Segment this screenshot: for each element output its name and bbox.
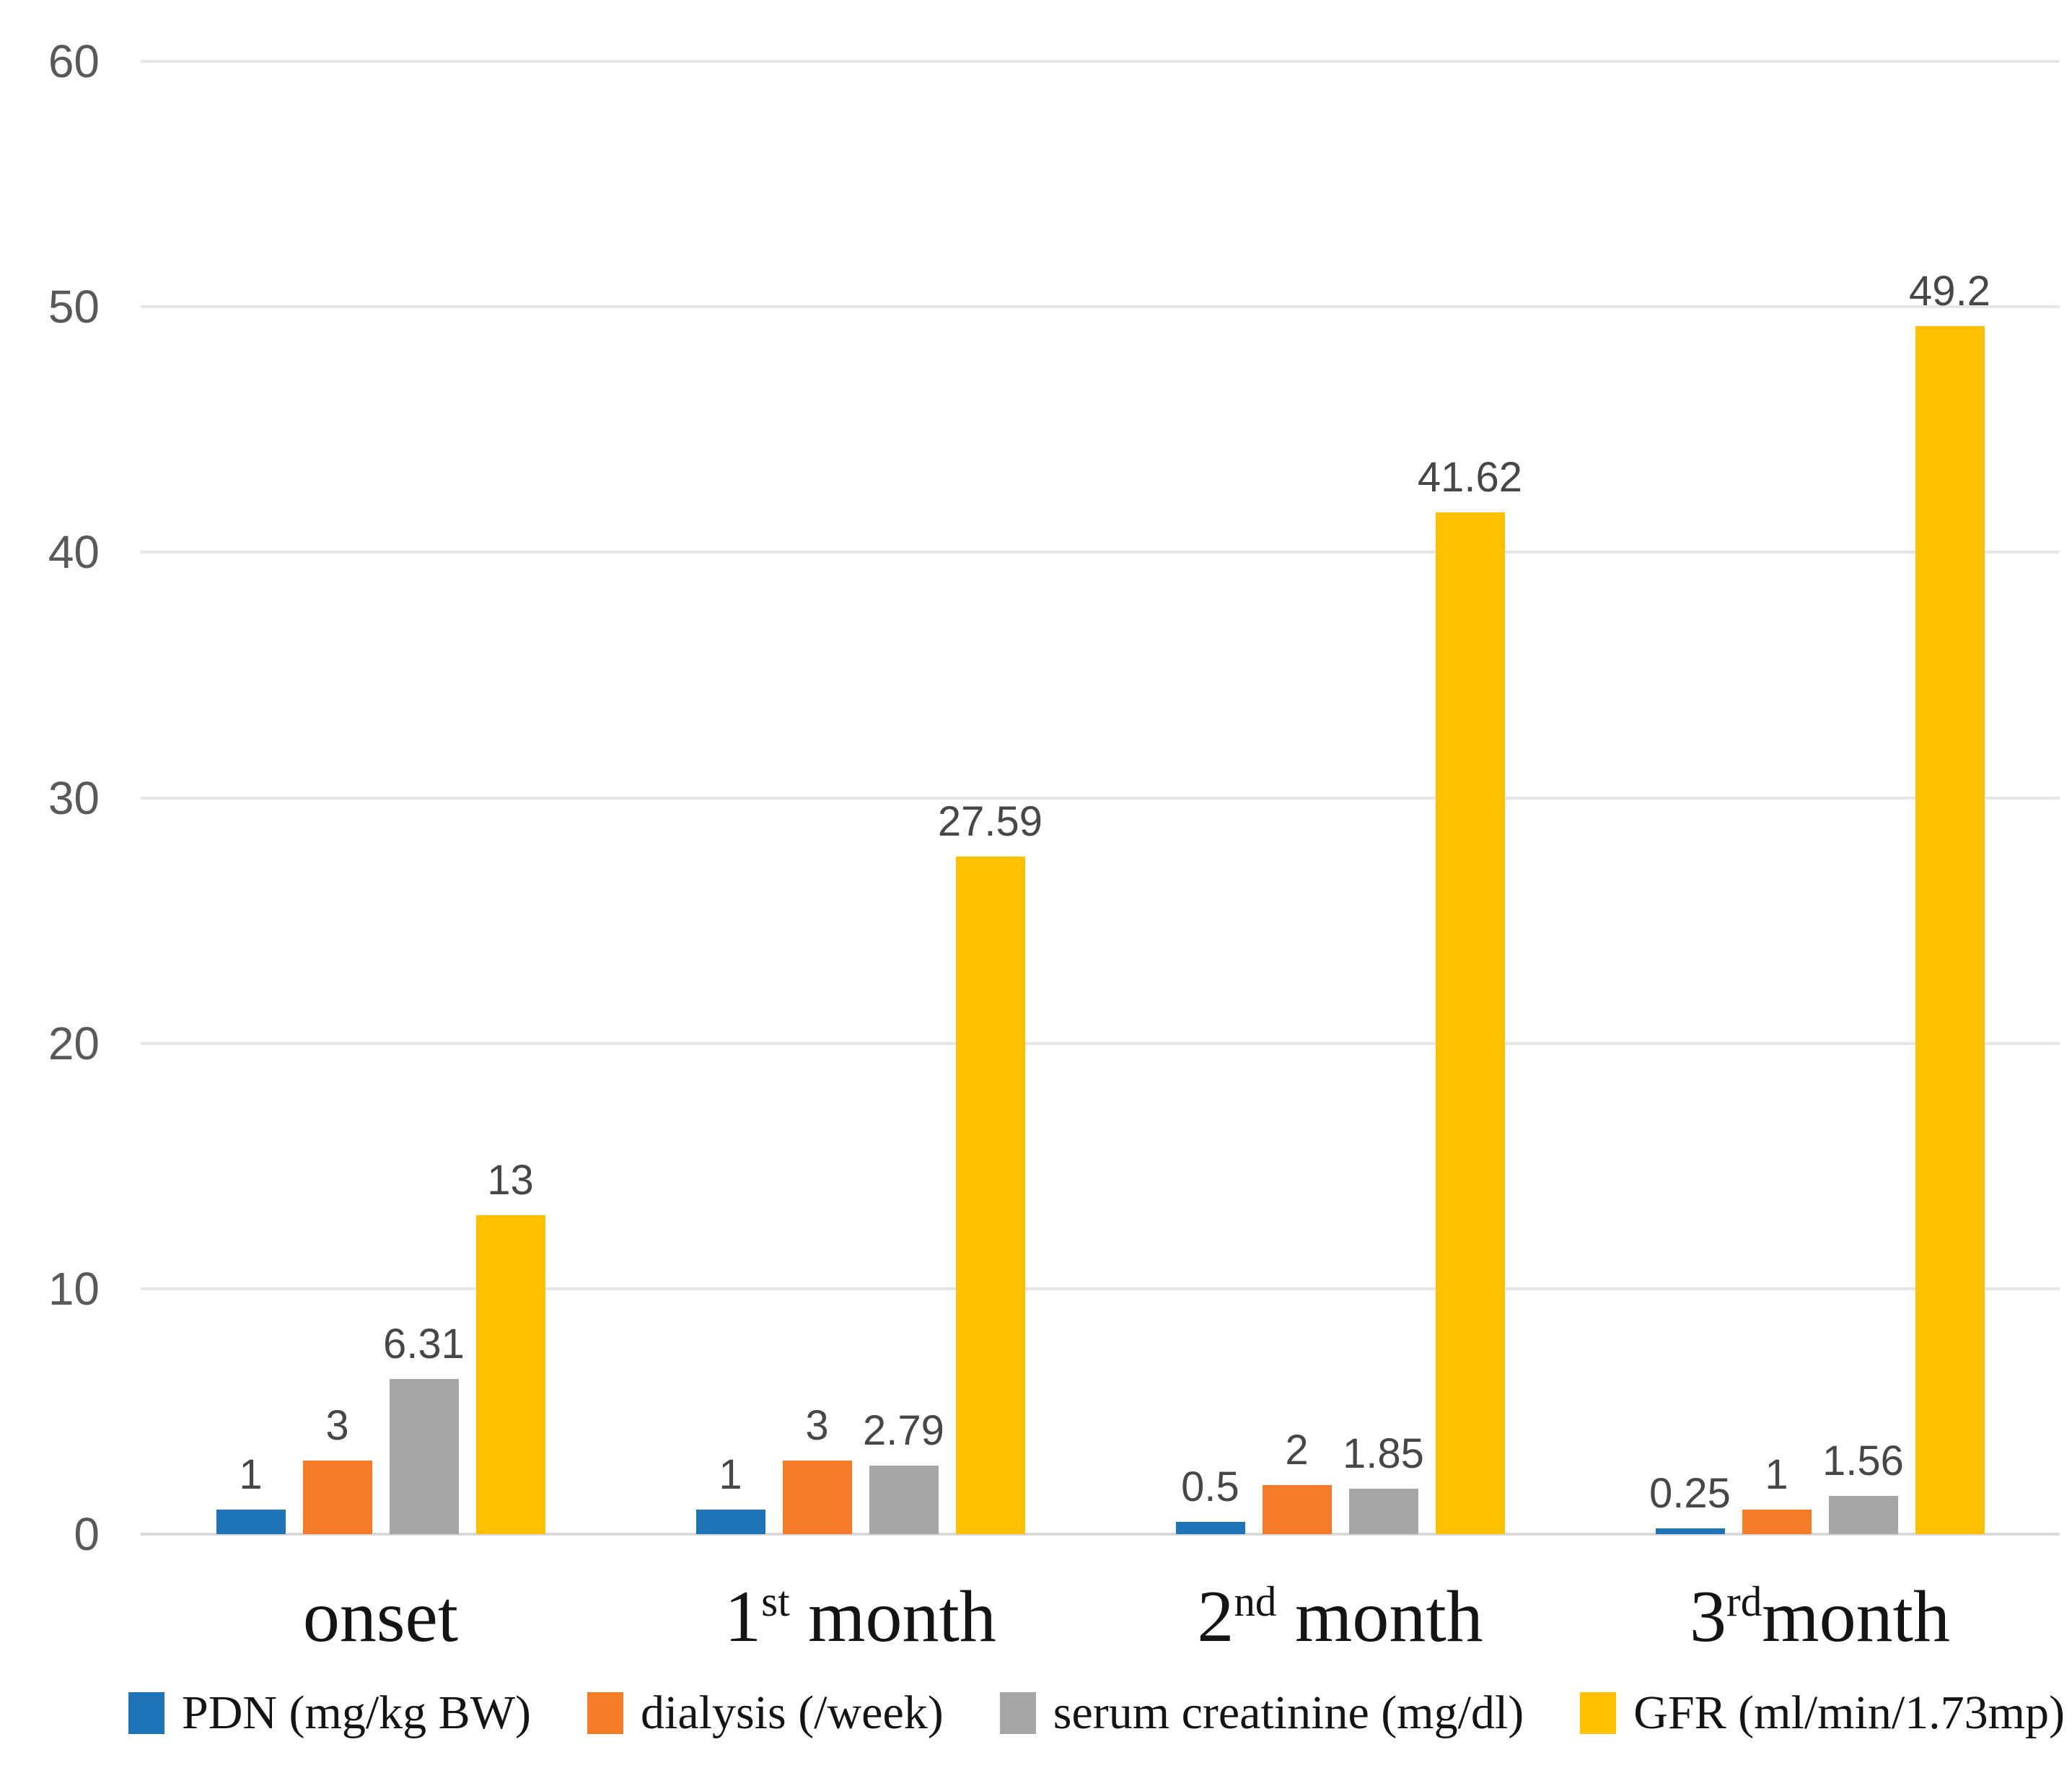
gridline-50 [141, 305, 2060, 309]
bar-value-label: 13 [487, 1156, 534, 1204]
bar-slot: 2 [1262, 61, 1332, 1534]
bar-slot: 2.79 [863, 61, 944, 1534]
category-label-4: 3rdmonth [1580, 1577, 2060, 1658]
bar [216, 1509, 286, 1534]
bar [782, 1460, 852, 1534]
bar-group-3: 0.5 2 1.85 41.62 [1100, 61, 1580, 1534]
bar [1435, 512, 1505, 1534]
category-label-rest: month [1276, 1576, 1483, 1658]
legend-label: GFR (ml/min/1.73mp) [1633, 1686, 2065, 1739]
bar-slot: 1.85 [1343, 61, 1424, 1534]
bar-value-label: 1 [719, 1450, 742, 1498]
bar-slot: 49.2 [1909, 61, 1990, 1534]
bar-slot: 27.59 [938, 61, 1042, 1534]
legend-item: PDN (mg/kg BW) [128, 1687, 531, 1739]
bar-group-2: 1 3 2.79 27.59 [620, 61, 1100, 1534]
bar [1262, 1484, 1332, 1534]
bar-slot: 6.31 [383, 61, 465, 1534]
category-label-base: 2 [1197, 1576, 1234, 1658]
category-label-base: 1 [724, 1576, 762, 1658]
bar-slot: 1.56 [1822, 61, 1904, 1534]
legend: PDN (mg/kg BW) dialysis (/week) serum crea… [128, 1687, 2065, 1739]
bar-slot: 1 [1742, 61, 1812, 1534]
bar [389, 1379, 459, 1534]
y-axis-tick-label: 40 [48, 526, 100, 579]
bars-layer: 1 3 6.31 13 1 3 2.79 27.59 0.5 2 1.85 41.62 0.25 1 1.5… [141, 61, 2060, 1534]
y-axis-tick-label: 50 [48, 281, 100, 333]
category-label-rest: month [789, 1576, 996, 1658]
y-axis-tick-label: 20 [48, 1017, 100, 1069]
bar-slot: 1 [216, 61, 286, 1534]
legend-swatch [1580, 1692, 1617, 1734]
category-label-3: 2nd month [1100, 1577, 1580, 1658]
y-axis: 0 10 20 30 40 50 60 [13, 38, 100, 1557]
bar [475, 1214, 545, 1534]
bar [1655, 1528, 1725, 1534]
legend-label: PDN (mg/kg BW) [182, 1686, 531, 1739]
bar [1742, 1509, 1812, 1534]
legend-item: GFR (ml/min/1.73mp) [1580, 1687, 2065, 1739]
bar [302, 1460, 372, 1534]
bar-value-label: 49.2 [1909, 268, 1990, 315]
gridline-10 [141, 1287, 2060, 1290]
legend-label: dialysis (/week) [641, 1686, 944, 1739]
legend-swatch [587, 1692, 624, 1734]
bar-slot: 13 [475, 61, 545, 1534]
legend-item: dialysis (/week) [587, 1687, 944, 1739]
bar-slot: 3 [302, 61, 372, 1534]
gridline-60 [141, 60, 2060, 63]
legend-swatch [128, 1692, 164, 1734]
legend-label: serum creatinine (mg/dl) [1053, 1686, 1524, 1739]
bar-value-label: 1 [1765, 1450, 1788, 1498]
category-label-1: onset [141, 1577, 620, 1658]
gridline-40 [141, 551, 2060, 554]
bar-slot: 0.25 [1649, 61, 1731, 1534]
bar-slot: 3 [782, 61, 852, 1534]
bar [1915, 326, 1985, 1534]
category-label-base: 3 [1690, 1576, 1727, 1658]
bar-value-label: 41.62 [1417, 454, 1523, 502]
bar [955, 857, 1025, 1534]
category-label-rest: month [1762, 1576, 1950, 1658]
bar-value-label: 0.25 [1649, 1469, 1731, 1517]
bar [1828, 1495, 1898, 1534]
bar-value-label: 1.56 [1822, 1437, 1904, 1484]
y-axis-tick-label: 0 [74, 1508, 100, 1560]
bar [695, 1509, 765, 1534]
y-axis-tick-label: 60 [48, 35, 100, 87]
bar-value-label: 1 [239, 1450, 263, 1498]
legend-item: serum creatinine (mg/dl) [999, 1686, 1524, 1739]
gridline-20 [141, 1041, 2060, 1045]
bar-value-label: 27.59 [937, 798, 1043, 846]
plot-area: 1 3 6.31 13 1 3 2.79 27.59 0.5 2 1.85 41.62 0.25 1 1.5… [141, 60, 2060, 1536]
category-label-base: onset [302, 1576, 459, 1658]
bar-group-4: 0.25 1 1.56 49.2 [1580, 61, 2060, 1534]
bar-value-label: 2.79 [863, 1407, 944, 1455]
bar-value-label: 6.31 [383, 1321, 465, 1368]
x-axis-category-labels: onset 1st month 2nd month 3rdmonth [141, 1577, 2060, 1658]
y-axis-tick-label: 10 [48, 1262, 100, 1315]
category-label-ordinal: rd [1726, 1577, 1762, 1625]
category-label-2: 1st month [620, 1577, 1100, 1658]
bar-slot: 1 [695, 61, 765, 1534]
bar-slot: 41.62 [1418, 61, 1522, 1534]
bar-group-1: 1 3 6.31 13 [141, 61, 620, 1534]
bar-value-label: 3 [325, 1401, 349, 1449]
bar [1175, 1522, 1245, 1534]
bar-value-label: 0.5 [1181, 1463, 1239, 1510]
bar-value-label: 2 [1285, 1426, 1309, 1474]
gridline-0 [141, 1533, 2060, 1536]
gridline-30 [141, 796, 2060, 800]
category-label-ordinal: st [761, 1577, 790, 1625]
y-axis-tick-label: 30 [48, 771, 100, 824]
bar-value-label: 3 [805, 1401, 829, 1449]
bar [1348, 1489, 1418, 1534]
bar [869, 1466, 939, 1534]
category-label-ordinal: nd [1234, 1577, 1277, 1625]
bar-value-label: 1.85 [1343, 1430, 1424, 1478]
legend-swatch [999, 1692, 1036, 1734]
bar-slot: 0.5 [1175, 61, 1245, 1534]
